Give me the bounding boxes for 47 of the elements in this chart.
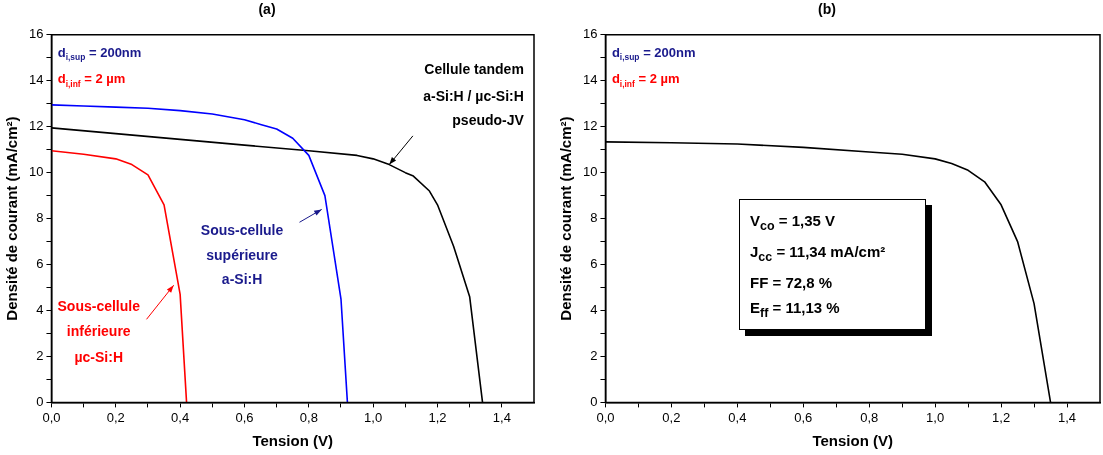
y-tick-label: 6 <box>36 256 44 272</box>
x-tick-label: 0,8 <box>299 409 318 425</box>
x-tick-label: 0,6 <box>794 409 813 425</box>
x-tick-label: 1,4 <box>1057 409 1077 425</box>
y-tick-label: 16 <box>582 26 598 42</box>
y-tick-label: 14 <box>582 72 598 88</box>
chart-title: (b) <box>818 1 836 18</box>
x-tick-label: 1,0 <box>364 409 383 425</box>
y-axis-title: Densité de courant (mA/cm²) <box>557 116 575 321</box>
x-tick-label: 0,0 <box>42 409 61 425</box>
y-tick-label: 10 <box>28 164 44 180</box>
y-tick-label: 8 <box>590 210 598 226</box>
x-tick-label: 0,2 <box>662 409 681 425</box>
annotation: E$_{ff}$ = 11,13 % <box>749 298 841 323</box>
x-axis-title: Tension (V) <box>812 432 894 450</box>
annotation: Cellule tandem a-Si:H / µc-Si:H pseudo-JV <box>423 61 525 129</box>
y-tick-label: 8 <box>36 210 44 226</box>
y-tick-label: 10 <box>582 164 598 180</box>
annotation: J$_{cc}$ = 11,34 mA/cm² <box>749 242 887 267</box>
annotation: V$_{co}$ = 1,35 V <box>749 211 837 236</box>
annotation: FF = 72,8 % <box>749 273 834 294</box>
x-tick-label: 1,2 <box>992 409 1011 425</box>
x-tick-label: 0,4 <box>171 409 190 425</box>
y-tick-label: 4 <box>36 302 44 318</box>
y-tick-label: 4 <box>590 302 598 318</box>
y-tick-label: 0 <box>590 393 598 409</box>
x-tick-label: 1,2 <box>428 409 447 425</box>
y-tick-label: 2 <box>590 348 598 364</box>
x-tick-label: 0,0 <box>596 409 615 425</box>
x-tick-label: 1,0 <box>926 409 945 425</box>
x-tick-label: 0,2 <box>106 409 125 425</box>
annotation: Sous-cellule inférieure µc-Si:H <box>57 297 141 366</box>
y-tick-label: 14 <box>28 72 44 88</box>
y-tick-label: 6 <box>590 256 598 272</box>
x-axis-title: Tension (V) <box>252 432 334 450</box>
annotation: Sous-cellule supérieure a-Si:H <box>200 221 284 288</box>
y-tick-label: 0 <box>36 393 44 409</box>
y-tick-label: 16 <box>28 26 44 42</box>
y-axis-title: Densité de courant (mA/cm²) <box>3 116 21 321</box>
chart-title: (a) <box>258 1 276 18</box>
x-tick-label: 1,4 <box>492 409 511 425</box>
x-tick-label: 0,6 <box>235 409 254 425</box>
y-tick-label: 12 <box>28 118 44 134</box>
y-tick-label: 12 <box>582 118 598 134</box>
x-tick-label: 0,4 <box>728 409 747 425</box>
y-tick-label: 2 <box>36 348 44 364</box>
x-tick-label: 0,8 <box>860 409 879 425</box>
